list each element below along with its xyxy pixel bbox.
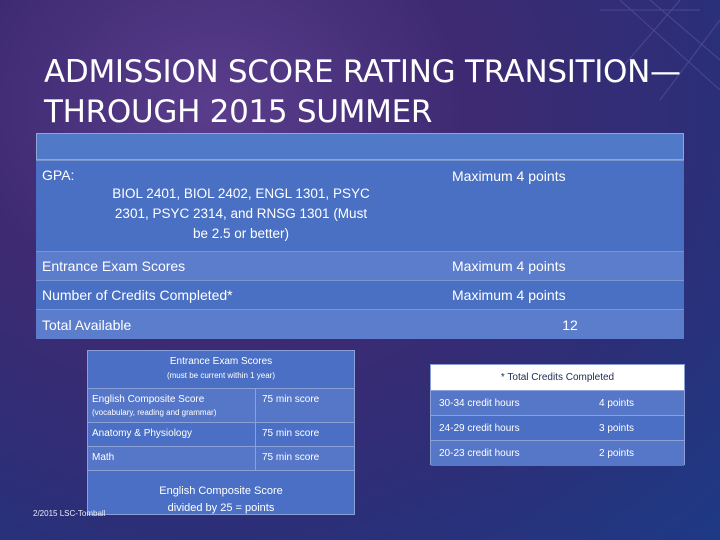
table-row: 20-23 credit hours 2 points [431,441,684,466]
table-row: Anatomy & Physiology 75 min score [88,423,354,447]
gpa-label: GPA: [42,167,75,183]
exam-score: 75 min score [262,452,320,463]
exam-scores-note: English Composite Score divided by 25 = … [159,485,283,514]
points-table-header [36,133,684,160]
table-row: 30-34 credit hours 4 points [431,391,684,416]
table-row: Math 75 min score [88,447,354,471]
exam-name: English Composite Score [92,394,205,405]
exam-scores-title: Entrance Exam Scores [169,356,273,367]
credits-completed-header: * Total Credits Completed [431,365,684,391]
credits-completed-table: * Total Credits Completed 30-34 credit h… [430,364,685,466]
credit-range: 24-29 credit hours [439,422,520,434]
title-line-2: THROUGH 2015 SUMMER [44,94,433,130]
credits-points: Maximum 4 points [452,287,566,303]
credit-points: 4 points [599,397,635,409]
credit-range: 20-23 credit hours [439,448,520,459]
exam-points: Maximum 4 points [452,258,566,274]
gpa-courses: BIOL 2401, BIOL 2402, ENGL 1301, PSYC 23… [112,186,370,241]
exam-score: 75 min score [262,428,320,439]
decorative-lines [600,0,720,101]
table-row-total: Total Available 12 [36,309,684,339]
table-row-credits: Number of Credits Completed* Maximum 4 p… [36,280,684,309]
gpa-points: Maximum 4 points [452,168,566,184]
title-line-1: ADMISSION SCORE RATING TRANSITION— [44,54,681,90]
exam-name: Math [88,447,256,470]
credit-points: 2 points [599,448,635,459]
exam-name: Anatomy & Physiology [88,423,256,446]
table-row: 24-29 credit hours 3 points [431,416,684,441]
credit-points: 3 points [599,422,635,434]
page-title: ADMISSION SCORE RATING TRANSITION— THROU… [44,52,684,132]
exam-name-note: (vocabulary, reading and grammar) [92,408,217,417]
table-row-exam: Entrance Exam Scores Maximum 4 points [36,251,684,280]
table-row: English Composite Score (vocabulary, rea… [88,389,354,423]
exam-scores-subtitle: (must be current within 1 year) [166,371,276,380]
exam-scores-header: Entrance Exam Scores (must be current wi… [88,351,354,389]
exam-score: 75 min score [262,394,320,405]
table-row-gpa: GPA: BIOL 2401, BIOL 2402, ENGL 1301, PS… [36,160,684,251]
credits-label: Number of Credits Completed* [42,287,233,303]
exam-scores-table: Entrance Exam Scores (must be current wi… [87,350,355,515]
footer-text: 2/2015 LSC-Tomball [33,509,106,518]
total-label: Total Available [42,316,132,333]
exam-label: Entrance Exam Scores [42,258,186,274]
total-points: 12 [562,316,578,333]
points-table: GPA: BIOL 2401, BIOL 2402, ENGL 1301, PS… [36,133,684,342]
credit-range: 30-34 credit hours [439,397,520,409]
